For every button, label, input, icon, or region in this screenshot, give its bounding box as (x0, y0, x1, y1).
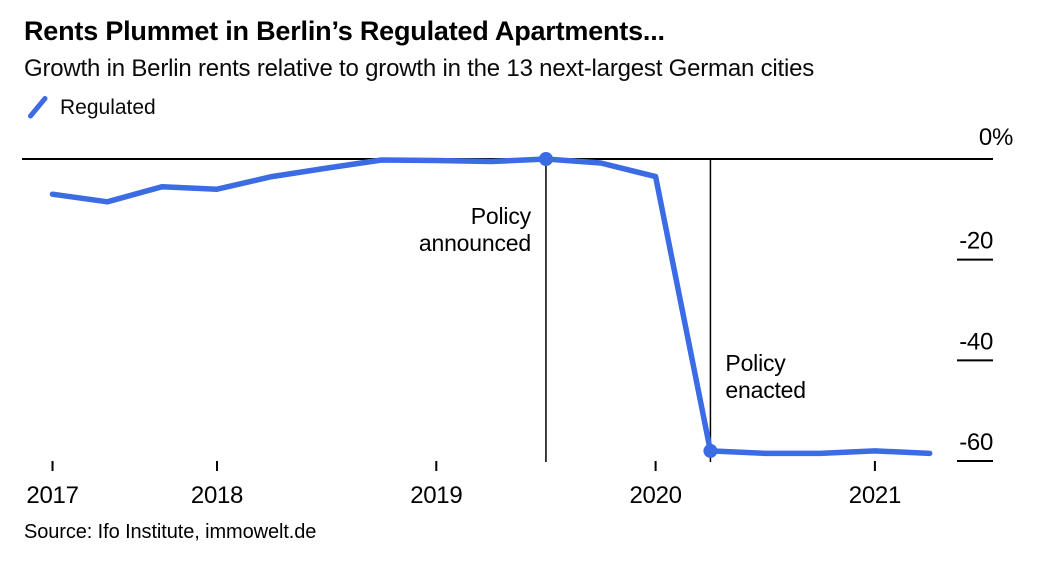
chart-title: Rents Plummet in Berlin’s Regulated Apar… (24, 16, 665, 46)
annotation-text-0: Policy announced (419, 203, 532, 256)
y-axis-label-0: 0% (979, 124, 1013, 151)
x-axis-label-2020: 2020 (629, 482, 681, 509)
y-axis-label-20: -20 (959, 228, 993, 255)
data-point-marker-1 (703, 443, 718, 458)
y-axis-label-60: -60 (959, 429, 993, 456)
source-note: Source: Ifo Institute, immowelt.de (24, 521, 317, 543)
x-axis-label-2017: 2017 (26, 482, 78, 509)
legend-line-icon (28, 96, 48, 119)
annotation-text-1: Policy enacted (725, 350, 805, 403)
regulated-line (49, 156, 933, 457)
x-axis-label-2021: 2021 (849, 482, 901, 509)
x-axis-label-2018: 2018 (191, 482, 243, 509)
legend-label: Regulated (60, 95, 156, 119)
x-axis-label-2019: 2019 (410, 482, 462, 509)
legend: Regulated (27, 95, 156, 120)
data-point-marker-0 (538, 152, 553, 166)
y-axis-label-40: -40 (959, 328, 993, 355)
chart-subtitle: Growth in Berlin rents relative to growt… (24, 55, 815, 82)
